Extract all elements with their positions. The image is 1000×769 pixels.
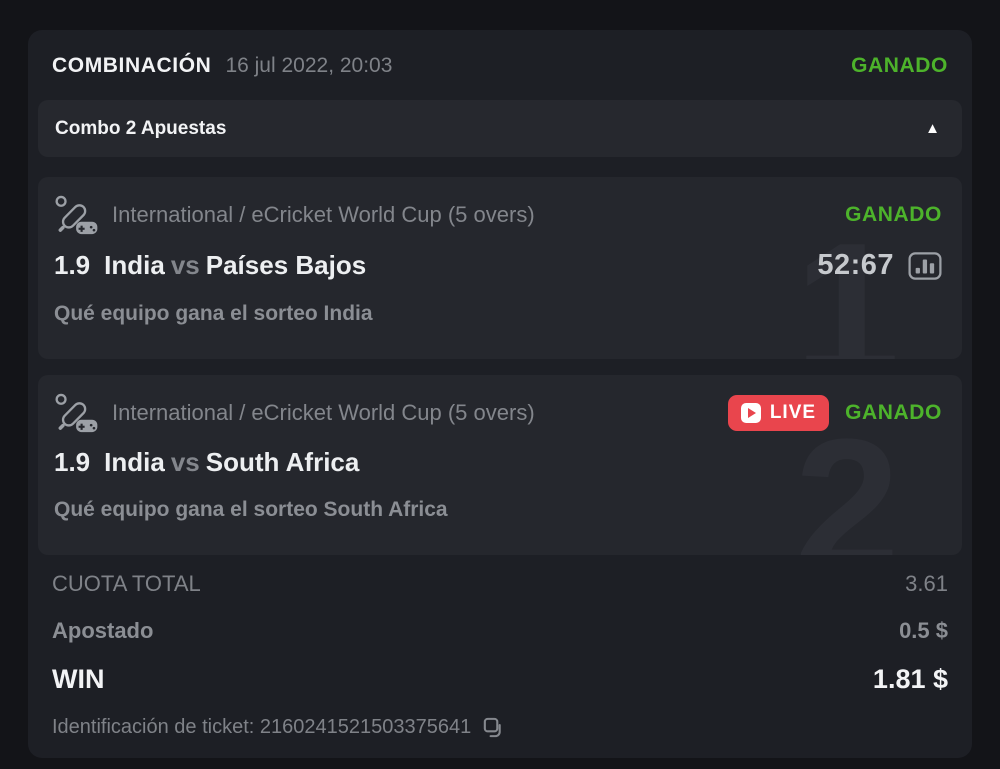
live-label: LIVE: [769, 402, 817, 423]
total-odds-label: CUOTA TOTAL: [52, 571, 201, 596]
copy-icon[interactable]: [481, 716, 504, 739]
bet1-status-badge: GANADO: [845, 203, 942, 226]
bet1-market-row: Qué equipo gana el sorteo India: [54, 302, 942, 326]
stake-label: Apostado: [52, 618, 154, 643]
bet1-league: International / eCricket World Cup (5 ov…: [112, 202, 535, 227]
combo-label: Combo 2 Apuestas: [55, 117, 227, 139]
live-badge: LIVE: [727, 395, 830, 431]
bet-number-watermark: 1: [794, 204, 900, 359]
ticket-summary: CUOTA TOTAL 3.61 Apostado 0.5 $ WIN 1.81…: [28, 555, 972, 740]
ticket-id-row: Identificación de ticket: 21602415215033…: [52, 714, 948, 740]
bet1-market: Qué equipo gana el sorteo India: [54, 302, 373, 325]
ticket-id-text: Identificación de ticket: 21602415215033…: [52, 716, 472, 738]
ticket-header: COMBINACIÓN 16 jul 2022, 20:03 GANADO: [28, 30, 972, 86]
stake-value: 0.5 $: [899, 618, 948, 643]
bet2-status-badge: GANADO: [845, 401, 942, 424]
bet-datetime: 16 jul 2022, 20:03: [225, 54, 393, 77]
bet2-market: Qué equipo gana el sorteo South Africa: [54, 498, 448, 521]
win-label: WIN: [52, 664, 105, 694]
bet1-score: 52:67: [817, 249, 894, 281]
bet1-vs-label: vs: [170, 250, 200, 280]
bet2-team1: India: [104, 447, 165, 477]
win-value: 1.81 $: [872, 664, 948, 694]
win-row: WIN 1.81 $: [52, 662, 948, 696]
ecricket-icon: [54, 195, 100, 236]
bet-card-2: 2 International / eCricket World Cup (5 …: [38, 375, 962, 555]
bet1-team2: Países Bajos: [205, 250, 367, 280]
bet2-team2: South Africa: [205, 447, 360, 477]
bet2-teams-row: 1.9 India vs South Africa: [54, 447, 942, 478]
total-odds-value: 3.61: [905, 571, 948, 596]
bet2-market-row: Qué equipo gana el sorteo South Africa: [54, 498, 942, 522]
bet2-league: International / eCricket World Cup (5 ov…: [112, 400, 535, 425]
chevron-up-icon[interactable]: ▲: [925, 120, 940, 137]
bet-type-label: COMBINACIÓN: [52, 54, 212, 77]
bet2-league-row: International / eCricket World Cup (5 ov…: [54, 389, 942, 437]
combo-toggle-bar[interactable]: Combo 2 Apuestas ▲: [38, 100, 962, 157]
bet1-teams-row: 1.9 India vs Países Bajos 52:67: [54, 249, 942, 282]
bet1-odds: 1.9: [54, 250, 91, 280]
stats-chart-icon[interactable]: [908, 251, 942, 280]
bet2-odds: 1.9: [54, 447, 91, 477]
ticket-status-badge: GANADO: [851, 54, 948, 77]
bet-card-1: 1 International / eCricket World Cup (5 …: [38, 177, 962, 359]
bet-ticket-card: COMBINACIÓN 16 jul 2022, 20:03 GANADO Co…: [28, 30, 972, 758]
bet-number-watermark: 2: [794, 400, 900, 555]
total-odds-row: CUOTA TOTAL 3.61: [52, 571, 948, 597]
ticket-id-value: 2160241521503375641: [259, 716, 472, 738]
stake-row: Apostado 0.5 $: [52, 618, 948, 644]
play-icon: [740, 403, 761, 423]
bet1-league-row: International / eCricket World Cup (5 ov…: [54, 191, 942, 239]
ecricket-icon: [54, 393, 100, 434]
bet2-vs-label: vs: [170, 447, 200, 477]
bet1-team1: India: [104, 250, 165, 280]
